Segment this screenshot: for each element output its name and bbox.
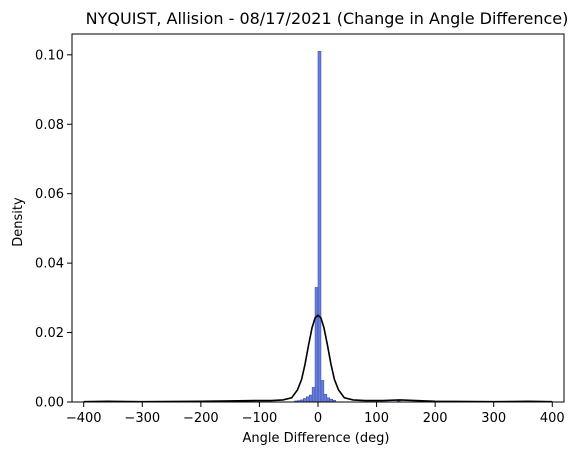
x-axis-label: Angle Difference (deg) [243,431,390,446]
histogram-bar-9 [311,387,316,403]
x-tick-label-0: −400 [66,411,102,426]
x-tick-label-4: 0 [314,411,322,426]
x-tick-label-3: −100 [242,411,278,426]
x-tick-label-5: 100 [364,411,389,426]
x-tick-label-1: −300 [124,411,160,426]
histogram-bar-10 [314,287,319,403]
histogram-bar-13 [323,394,328,403]
y-axis-ticks: 0.00 0.02 0.04 0.06 0.08 0.10 [35,48,72,411]
y-tick-label-2: 0.04 [35,257,64,272]
histogram-bar-6 [303,398,307,403]
x-axis-ticks: −400 −300 −200 −100 0 100 200 300 400 [66,402,565,426]
x-tick-label-2: −200 [183,411,219,426]
x-tick-label-8: 400 [540,411,565,426]
y-tick-label-5: 0.10 [35,48,64,63]
histogram-bars [106,51,530,403]
y-axis-label: Density [11,197,26,247]
y-tick-label-3: 0.06 [35,187,64,202]
histogram-bar-7 [305,396,310,403]
x-tick-label-6: 200 [423,411,448,426]
y-tick-label-1: 0.02 [35,326,64,341]
histogram-bar-11 [317,51,322,403]
kde-line [83,314,553,403]
y-tick-label-0: 0.00 [35,396,64,411]
x-tick-label-7: 300 [481,411,506,426]
chart-title: NYQUIST, Allision - 08/17/2021 (Change i… [86,9,569,28]
histogram-bar-8 [308,394,313,403]
histogram-bar-12 [320,380,325,403]
y-tick-label-4: 0.08 [35,118,64,133]
histogram-bar-14 [326,397,331,403]
